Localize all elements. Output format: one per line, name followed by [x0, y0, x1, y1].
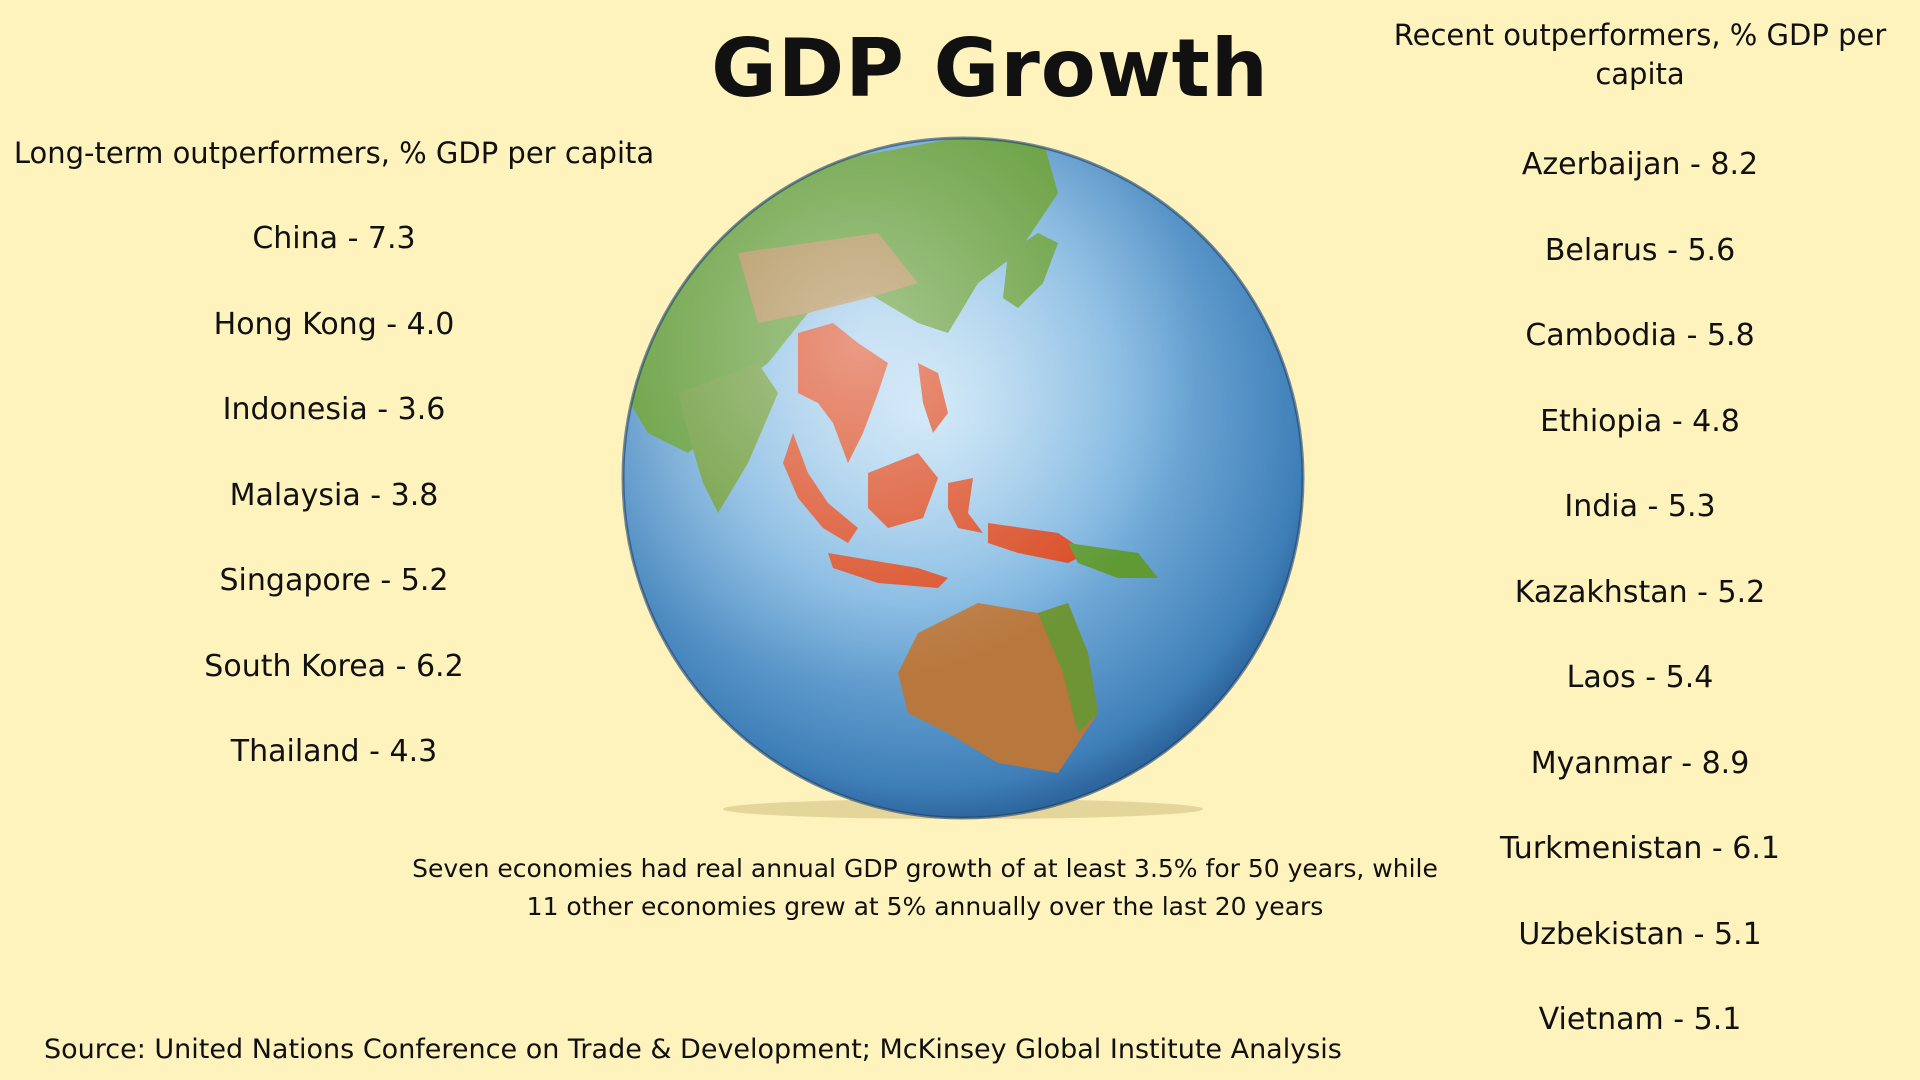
list-item: Turkmenistan - 6.1 [1500, 831, 1780, 866]
list-item: Indonesia - 3.6 [222, 392, 446, 427]
caption-line: Seven economies had real annual GDP grow… [412, 854, 1438, 883]
list-item: Vietnam - 5.1 [1538, 1002, 1742, 1037]
list-item: Ethiopia - 4.8 [1540, 403, 1740, 439]
list-item: Myanmar - 8.9 [1530, 745, 1750, 781]
globe-image [618, 133, 1308, 823]
list-item: Belarus - 5.6 [1544, 232, 1736, 268]
long-term-heading: Long-term outperformers, % GDP per capit… [13, 136, 655, 170]
list-item: Laos - 5.4 [1566, 660, 1714, 695]
list-item: India - 5.3 [1564, 489, 1716, 524]
list-item: South Korea - 6.2 [204, 648, 464, 684]
caption-line: 11 other economies grew at 5% annually o… [526, 891, 1324, 921]
list-item: Singapore - 5.2 [219, 563, 449, 598]
summary-caption: Seven economies had real annual GDP grow… [400, 850, 1450, 925]
list-item: Azerbaijan - 8.2 [1521, 147, 1759, 182]
recent-heading: Recent outperformers, % GDP per capita [1393, 18, 1887, 92]
source-note: Source: United Nations Conference on Tra… [44, 1034, 1342, 1065]
list-item: Cambodia - 5.8 [1525, 318, 1755, 353]
page-title: GDP Growth [711, 22, 1269, 115]
list-item: China - 7.3 [252, 221, 416, 256]
globe-icon [621, 136, 1305, 820]
list-item: Thailand - 4.3 [230, 734, 438, 769]
list-item: Uzbekistan - 5.1 [1518, 916, 1762, 952]
long-term-list: China - 7.3 Hong Kong - 4.0 Indonesia - … [0, 196, 668, 795]
list-item: Hong Kong - 4.0 [213, 306, 455, 342]
list-item: Kazakhstan - 5.2 [1514, 574, 1766, 610]
recent-list: Azerbaijan - 8.2 Belarus - 5.6 Cambodia … [1380, 122, 1900, 1063]
list-item: Malaysia - 3.8 [229, 477, 439, 513]
